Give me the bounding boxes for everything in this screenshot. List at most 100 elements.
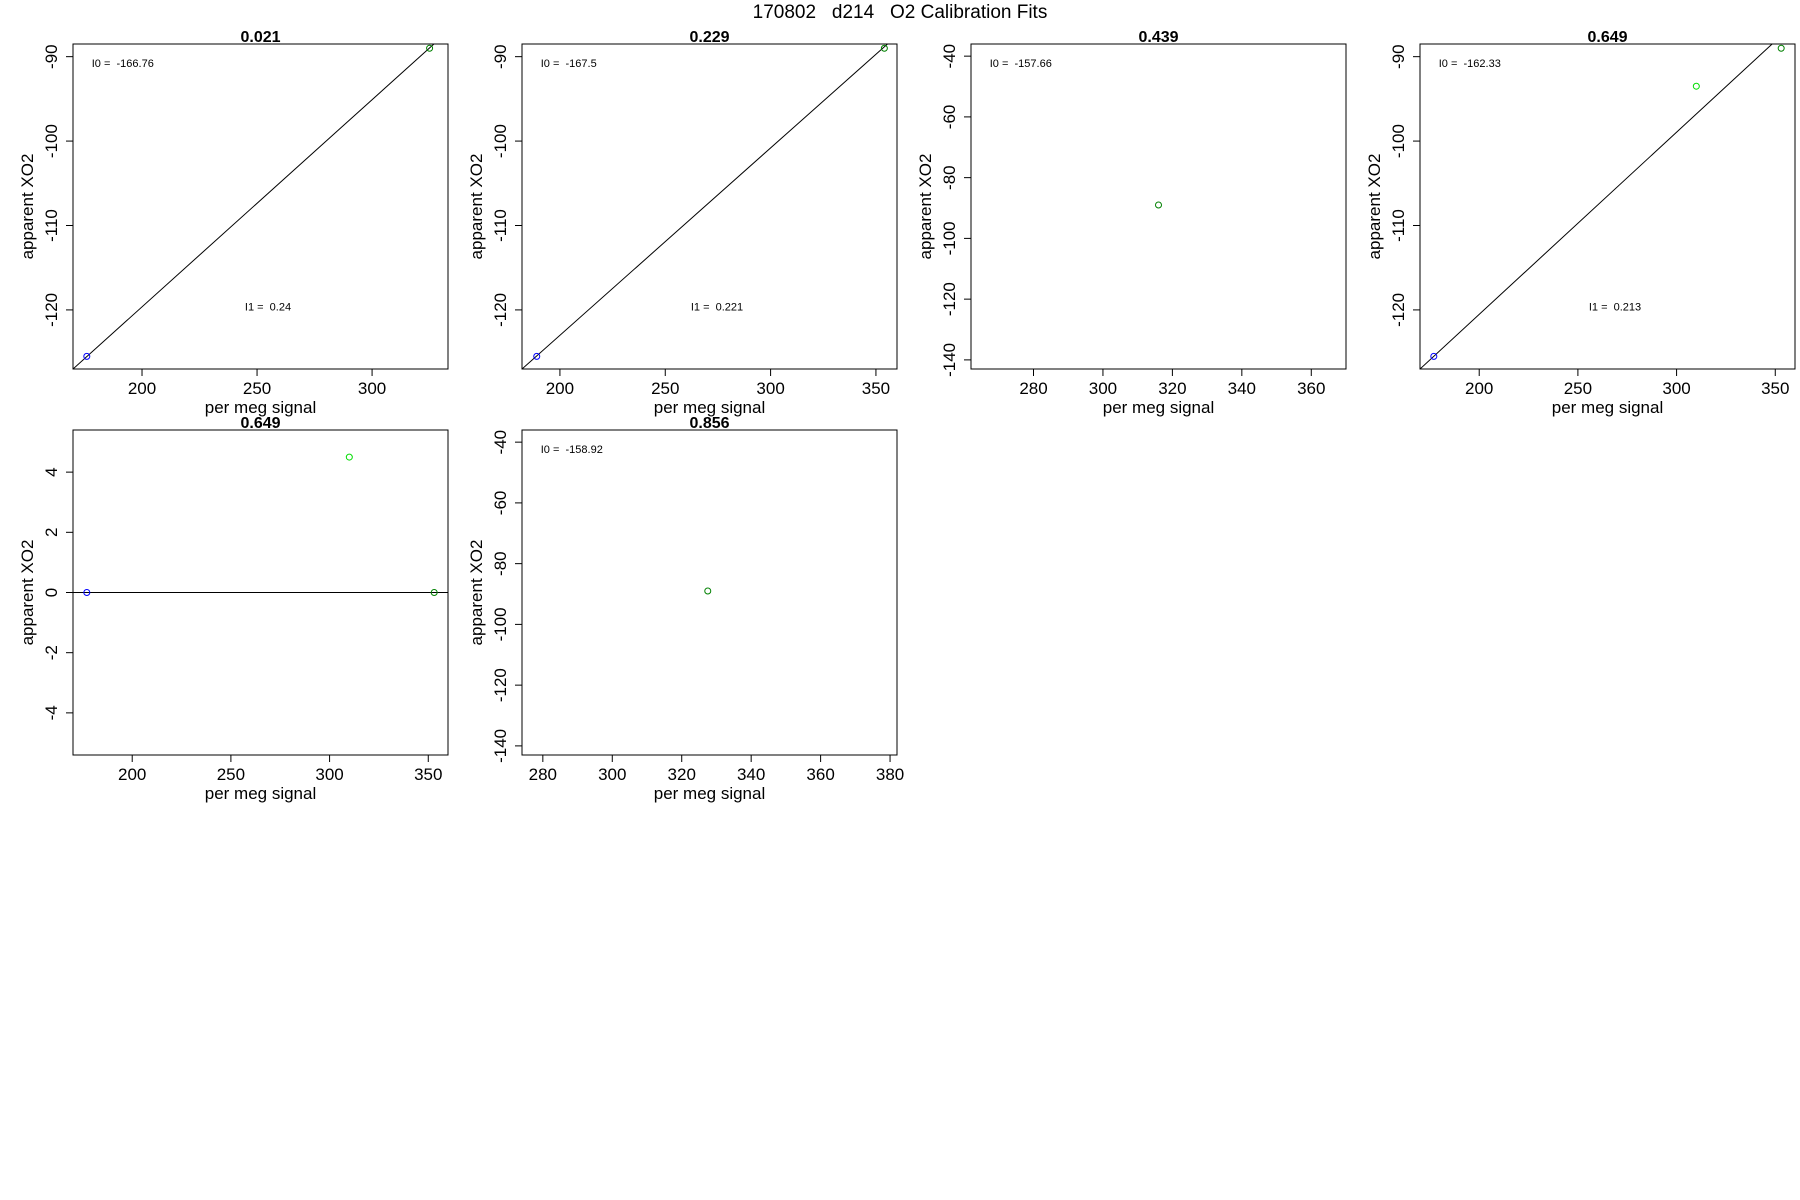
x-tick-label: 200 — [128, 379, 156, 398]
y-tick-label: -120 — [940, 282, 959, 316]
y-tick-label: -100 — [491, 607, 510, 641]
data-point — [880, 44, 888, 52]
y-tick-label: -90 — [42, 44, 61, 69]
x-tick-label: 280 — [1019, 379, 1047, 398]
fit-annotation: I1 = 0.213 — [1589, 302, 1641, 314]
fit-annotation: I0 = -158.92 — [541, 444, 603, 456]
data-point — [426, 44, 434, 52]
x-tick-label: 360 — [806, 765, 834, 784]
x-tick-label: 300 — [358, 379, 386, 398]
x-tick-label: 250 — [1564, 379, 1592, 398]
y-tick-label: -60 — [491, 491, 510, 516]
x-tick-label: 340 — [737, 765, 765, 784]
y-tick-label: -2 — [42, 645, 61, 660]
panel-title: 0.649 — [1587, 29, 1627, 46]
chart-panel-3: 0.439 280 300 320 340 360 per meg signal -40 -60… — [916, 29, 1347, 417]
chart-panel-2: 0.229 200 250 300 350 per meg signal -90 -100 -1… — [467, 29, 898, 417]
x-axis-label: per meg signal — [205, 784, 317, 803]
y-tick-label: -120 — [491, 668, 510, 702]
y-tick-label: -80 — [491, 551, 510, 576]
y-tick-label: -100 — [491, 124, 510, 158]
fit-line — [73, 44, 435, 369]
y-axis-label: apparent XO2 — [467, 540, 486, 646]
x-tick-label: 320 — [668, 765, 696, 784]
y-tick-label: -80 — [940, 165, 959, 190]
y-tick-label: -120 — [42, 293, 61, 327]
plot-frame — [521, 43, 898, 370]
data-point — [430, 589, 438, 596]
y-tick-label: -110 — [491, 209, 510, 242]
y-tick-label: -40 — [491, 430, 510, 455]
data-point — [83, 352, 91, 360]
panel-title: 0.649 — [240, 415, 280, 432]
y-axis-label: apparent XO2 — [18, 154, 37, 260]
plot-frame — [1419, 43, 1796, 370]
x-tick-label: 300 — [598, 765, 626, 784]
y-tick-label: 2 — [42, 528, 61, 537]
y-tick-label: 0 — [42, 588, 61, 597]
y-tick-label: -100 — [42, 124, 61, 158]
data-point — [1692, 82, 1700, 90]
fit-annotation: I0 = -166.76 — [92, 58, 154, 70]
fit-annotation: I0 = -157.66 — [990, 58, 1052, 70]
y-tick-label: -110 — [42, 209, 61, 242]
x-tick-label: 300 — [315, 765, 343, 784]
x-tick-label: 300 — [1089, 379, 1117, 398]
fit-line — [1420, 44, 1773, 369]
x-tick-label: 350 — [862, 379, 890, 398]
fit-annotation: I1 = 0.221 — [691, 302, 743, 314]
data-point — [533, 352, 541, 360]
x-axis-label: per meg signal — [205, 398, 317, 417]
data-point — [83, 589, 91, 596]
x-axis-label: per meg signal — [1103, 398, 1215, 417]
data-point — [1155, 201, 1162, 209]
x-tick-label: 340 — [1228, 379, 1256, 398]
y-tick-label: -40 — [940, 44, 959, 69]
y-tick-label: -120 — [491, 293, 510, 327]
plot-frame — [72, 43, 449, 370]
x-axis-label: per meg signal — [654, 398, 766, 417]
x-axis-label: per meg signal — [654, 784, 766, 803]
chart-panel-5: 0.649 200 250 300 350 per meg signal 4 2 0 -2 -4 ap… — [18, 415, 449, 803]
x-tick-label: 200 — [118, 765, 146, 784]
panel-title: 0.856 — [689, 415, 729, 432]
x-axis-label: per meg signal — [1552, 398, 1664, 417]
y-tick-label: -90 — [1389, 44, 1408, 69]
y-tick-label: -120 — [1389, 293, 1408, 327]
fit-line — [522, 44, 889, 369]
x-tick-label: 300 — [756, 379, 784, 398]
chart-panel-4: 0.649 200 250 300 350 per meg signal -90 -100 -1… — [1365, 29, 1796, 417]
data-point — [1777, 44, 1785, 52]
chart-panel-6: 0.856 280 300 320 340 360 380 per meg signal -40… — [467, 415, 904, 803]
y-tick-label: -100 — [1389, 124, 1408, 158]
data-point — [704, 587, 712, 595]
y-tick-label: -90 — [491, 44, 510, 69]
y-tick-label: -4 — [42, 705, 61, 720]
panel-title: 0.021 — [240, 29, 280, 46]
x-tick-label: 350 — [414, 765, 442, 784]
plot-frame — [970, 43, 1347, 370]
x-tick-label: 380 — [876, 765, 904, 784]
y-tick-label: -100 — [940, 221, 959, 255]
fit-annotation: I0 = -162.33 — [1439, 58, 1501, 70]
data-point — [345, 453, 353, 461]
x-tick-label: 200 — [546, 379, 574, 398]
x-tick-label: 200 — [1465, 379, 1493, 398]
y-axis-label: apparent XO2 — [916, 154, 935, 260]
fit-annotation: I0 = -167.5 — [541, 58, 597, 70]
x-tick-label: 350 — [1761, 379, 1789, 398]
x-tick-label: 280 — [529, 765, 557, 784]
plot-frame — [521, 429, 898, 756]
chart-panel-1: 0.021 200 250 300 per meg signal -90 -100 -110 -… — [18, 29, 449, 417]
x-tick-label: 300 — [1662, 379, 1690, 398]
y-axis-label: apparent XO2 — [1365, 154, 1384, 260]
data-point — [1430, 352, 1438, 360]
y-tick-label: 4 — [42, 467, 61, 476]
panel-title: 0.439 — [1138, 29, 1178, 46]
y-tick-label: -140 — [940, 343, 959, 377]
y-axis-label: apparent XO2 — [18, 540, 37, 646]
y-axis-label: apparent XO2 — [467, 154, 486, 260]
y-tick-label: -110 — [1389, 209, 1408, 242]
x-tick-label: 250 — [243, 379, 271, 398]
